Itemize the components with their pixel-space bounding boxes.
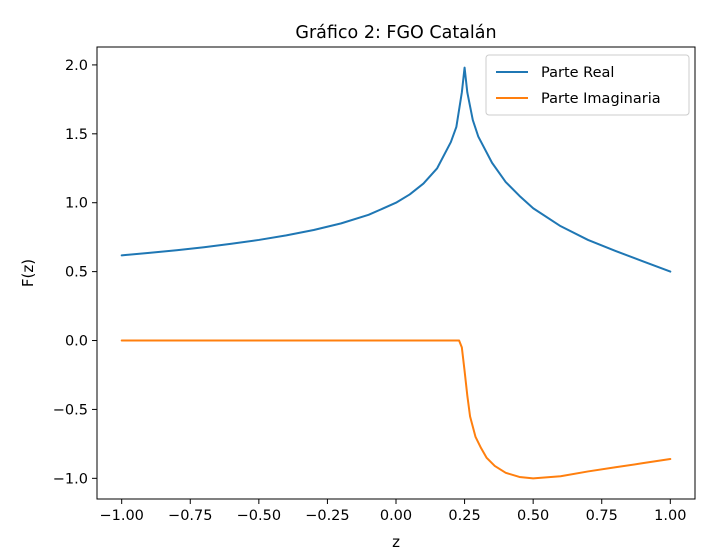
series-layer — [120, 66, 672, 480]
y-tick-label: 1.5 — [65, 127, 88, 143]
x-tick-label: −0.75 — [168, 508, 212, 524]
y-axis: −1.0 −0.5 0.0 0.5 1.0 1.5 2.0 — [53, 58, 97, 487]
x-tick-label: −1.00 — [99, 508, 143, 524]
x-tick-label: 1.00 — [654, 508, 686, 524]
legend-box — [485, 54, 690, 116]
x-tick-label: 0.75 — [586, 508, 618, 524]
y-tick-label: 0.0 — [65, 334, 88, 350]
x-tick-label: 0.00 — [380, 508, 412, 524]
legend-label: Parte Real — [541, 65, 614, 81]
x-tick-label: −0.50 — [237, 508, 281, 524]
x-tick-label: 0.50 — [517, 508, 549, 524]
y-tick-label: 2.0 — [65, 58, 88, 74]
legend-label: Parte Imaginaria — [541, 91, 661, 107]
series-line-1 — [120, 66, 672, 273]
y-tick-label: −0.5 — [53, 402, 88, 418]
chart-title: Gráfico 2: FGO Catalán — [295, 23, 496, 43]
y-tick-label: 0.5 — [65, 265, 88, 281]
x-axis: −1.00 −0.75 −0.50 −0.25 0.00 0.25 0.50 0.75 1.00 — [99, 499, 686, 524]
series-line-2 — [120, 339, 672, 480]
legend: Parte Real Parte Imaginaria — [485, 54, 690, 116]
x-tick-label: 0.25 — [448, 508, 480, 524]
x-axis-label: z — [392, 533, 400, 551]
y-tick-label: −1.0 — [53, 471, 88, 487]
x-tick-label: −0.25 — [305, 508, 349, 524]
y-tick-label: 1.0 — [65, 196, 88, 212]
y-axis-label: F(z) — [19, 259, 37, 287]
